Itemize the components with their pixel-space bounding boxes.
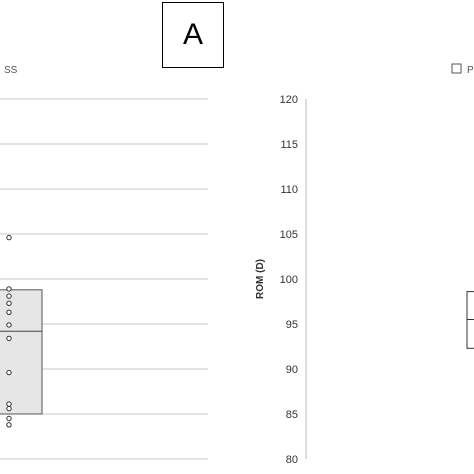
y-tick-label-80: 80 [286, 454, 298, 466]
legend-swatch-p [451, 63, 462, 74]
y-tick-label-90: 90 [286, 364, 298, 376]
y-tick-label-120: 120 [280, 94, 298, 106]
data-point-10 [6, 286, 12, 292]
legend-label-p: P [467, 65, 474, 76]
y-tick-label-85: 85 [286, 409, 298, 421]
y-tick-label-105: 105 [280, 229, 298, 241]
right-box-plot: P 80 85 90 95 100 105 110 115 120 ROM (D) [255, 63, 474, 466]
data-point-9 [6, 293, 12, 299]
data-point-1 [6, 415, 12, 422]
box-iqr [0, 289, 43, 415]
data-point-2 [6, 405, 12, 412]
data-point-8 [6, 300, 12, 306]
y-tick-label-115: 115 [280, 139, 298, 151]
y-tick-label-100: 100 [280, 274, 298, 286]
data-point-4 [6, 369, 12, 376]
data-point-5 [6, 335, 12, 342]
data-point-11 [6, 234, 12, 241]
y-tick-label-95: 95 [286, 319, 298, 331]
data-point-3 [6, 401, 12, 407]
panel-label: A [162, 2, 224, 68]
legend-label-ss: SS [4, 65, 18, 76]
data-point-7 [6, 309, 12, 315]
data-point-6 [6, 322, 12, 328]
left-box-plot: SS [0, 65, 208, 460]
y-axis-label: ROM (D) [255, 259, 266, 299]
y-tick-label-110: 110 [280, 184, 298, 196]
data-point-0 [6, 422, 12, 428]
